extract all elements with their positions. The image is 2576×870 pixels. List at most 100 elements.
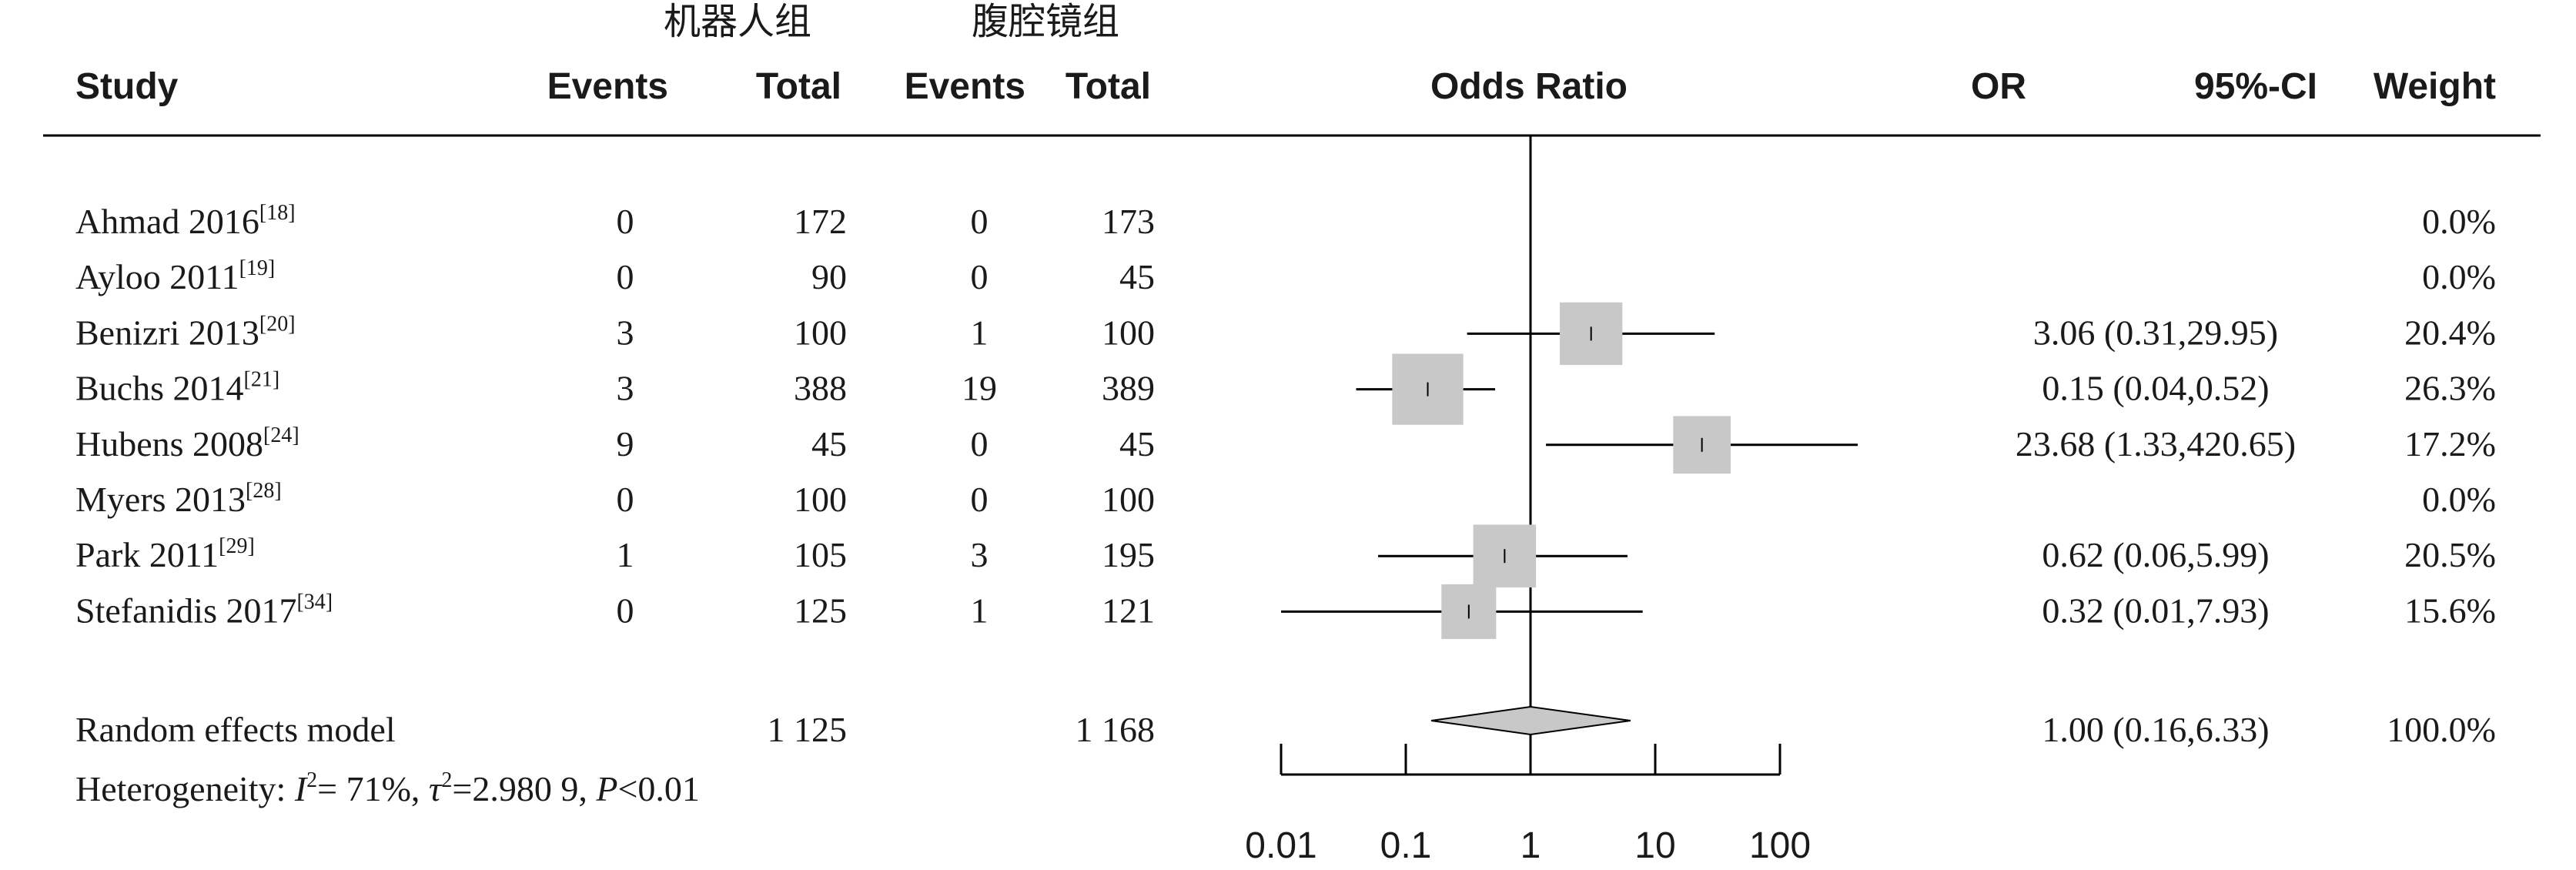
study-reference: [20] — [259, 312, 296, 336]
x-tick-label: 0.1 — [1380, 825, 1432, 866]
x-tick-label: 0.01 — [1245, 825, 1316, 866]
heterogeneity-label: Heterogeneity: — [75, 769, 295, 808]
i2-value: = 71%, — [317, 769, 429, 808]
study-name: Ayloo 2011[19] — [75, 256, 275, 296]
study-events-laparoscopy: 1 — [971, 313, 989, 352]
study-reference: [19] — [239, 256, 276, 280]
summary-diamond — [1430, 705, 1631, 736]
study-total-laparoscopy: 100 — [1102, 480, 1155, 519]
study-weight: 0.0% — [2422, 257, 2496, 296]
i2-symbol: I — [294, 769, 309, 808]
study-row: Myers 2013[28] 0 100 0 100 0.0% — [75, 479, 2496, 519]
study-total-laparoscopy: 195 — [1102, 535, 1155, 574]
study-row: Benizri 2013[20] 3 100 1 100 3.06 (0.31,29.95… — [75, 312, 2496, 352]
study-total-robot: 45 — [811, 424, 847, 463]
study-weight: 20.5% — [2404, 535, 2496, 574]
study-events-robot: 9 — [617, 424, 634, 463]
study-row: Buchs 2014[21] 3 388 19 389 0.15 (0.04,0.52) 2… — [75, 368, 2496, 408]
study-or-ci: 3.06 (0.31,29.95) — [2033, 313, 2278, 352]
study-or-ci: 0.15 (0.04,0.52) — [2042, 369, 2269, 408]
study-events-robot: 1 — [617, 535, 634, 574]
summary-row: Random effects model 1 125 1 168 1.00 (0… — [75, 710, 2496, 749]
study-mark — [1378, 524, 1628, 587]
study-events-laparoscopy: 3 — [971, 535, 989, 574]
study-total-robot: 388 — [794, 369, 847, 408]
study-name-text: Hubens 2008 — [75, 424, 263, 463]
study-total-robot: 100 — [794, 480, 847, 519]
study-row: Ahmad 2016[18] 0 172 0 173 0.0% — [75, 201, 2496, 241]
study-weight: 15.6% — [2404, 591, 2496, 630]
study-total-robot: 90 — [811, 257, 847, 296]
study-total-robot: 100 — [794, 313, 847, 352]
study-total-robot: 125 — [794, 591, 847, 630]
study-name-text: Ahmad 2016 — [75, 202, 259, 241]
study-total-laparoscopy: 100 — [1102, 313, 1155, 352]
summary-label: Random effects model — [75, 710, 396, 749]
header-events-laparoscopy: Events — [905, 66, 1025, 107]
study-events-laparoscopy: 0 — [971, 202, 989, 241]
tau2-superscript: 2 — [441, 768, 452, 792]
group-header-laparoscopy: 腹腔镜组 — [972, 2, 1119, 42]
study-events-laparoscopy: 0 — [971, 424, 989, 463]
tau2-symbol: τ — [429, 769, 443, 808]
column-headers: Study Events Total Events Total Odds Rat… — [75, 66, 2496, 107]
plot-marks — [1281, 136, 1858, 758]
study-total-laparoscopy: 389 — [1102, 369, 1155, 408]
header-or: OR — [1971, 66, 2026, 107]
header-odds-ratio: Odds Ratio — [1430, 66, 1628, 107]
study-total-laparoscopy: 121 — [1102, 591, 1155, 630]
header-study: Study — [75, 66, 179, 107]
study-events-robot: 3 — [617, 313, 634, 352]
study-or-ci: 23.68 (1.33,420.65) — [2016, 424, 2296, 463]
study-name: Benizri 2013[20] — [75, 312, 296, 352]
study-mark — [1281, 584, 1643, 639]
study-reference: [24] — [263, 423, 299, 447]
study-name: Buchs 2014[21] — [75, 368, 279, 408]
study-name-text: Benizri 2013 — [75, 313, 259, 352]
study-name: Ahmad 2016[18] — [75, 201, 296, 241]
study-events-laparoscopy: 19 — [962, 369, 997, 408]
study-events-laparoscopy: 1 — [971, 591, 989, 630]
study-row: Park 2011[29] 1 105 3 195 0.62 (0.06,5.99) 20.… — [75, 534, 2496, 574]
study-reference: [29] — [219, 534, 255, 558]
study-mark — [1546, 416, 1858, 474]
study-events-robot: 0 — [617, 202, 634, 241]
study-name: Park 2011[29] — [75, 534, 255, 574]
summary-weight: 100.0% — [2387, 710, 2496, 749]
study-row: Ayloo 2011[19] 0 90 0 45 0.0% — [75, 256, 2496, 296]
study-total-laparoscopy: 45 — [1119, 424, 1155, 463]
study-weight: 0.0% — [2422, 202, 2496, 241]
header-events-robot: Events — [547, 66, 668, 107]
header-total-laparoscopy: Total — [1066, 66, 1151, 107]
group-header-robot: 机器人组 — [664, 2, 811, 42]
summary-or-ci: 1.00 (0.16,6.33) — [2042, 710, 2269, 749]
study-events-laparoscopy: 0 — [971, 257, 989, 296]
study-reference: [34] — [296, 590, 333, 614]
study-reference: [28] — [246, 479, 282, 503]
study-rows: Ahmad 2016[18] 0 172 0 173 0.0%Ayloo 2011[19]… — [75, 201, 2496, 630]
p-symbol: P — [595, 769, 617, 808]
study-weight: 17.2% — [2404, 424, 2496, 463]
x-tick-label: 100 — [1749, 825, 1811, 866]
i2-superscript: 2 — [306, 768, 317, 792]
study-name-text: Myers 2013 — [75, 480, 246, 519]
p-value: <0.01 — [617, 769, 699, 808]
x-axis: 0.01 0.1 1 10 100 — [1245, 744, 1811, 866]
study-weight: 20.4% — [2404, 313, 2496, 352]
x-tick-label: 1 — [1521, 825, 1541, 866]
study-mark — [1467, 302, 1715, 366]
study-name: Myers 2013[28] — [75, 479, 282, 519]
summary-total-laparoscopy: 1 168 — [1076, 710, 1156, 749]
study-reference: [21] — [244, 368, 280, 392]
study-total-laparoscopy: 173 — [1102, 202, 1155, 241]
study-name-text: Park 2011 — [75, 535, 219, 574]
study-mark — [1356, 353, 1495, 425]
study-weight: 0.0% — [2422, 480, 2496, 519]
study-events-robot: 0 — [617, 257, 634, 296]
header-total-robot: Total — [756, 66, 841, 107]
header-weight: Weight — [2374, 66, 2496, 107]
study-events-laparoscopy: 0 — [971, 480, 989, 519]
study-total-robot: 105 — [794, 535, 847, 574]
x-tick-label: 10 — [1634, 825, 1675, 866]
